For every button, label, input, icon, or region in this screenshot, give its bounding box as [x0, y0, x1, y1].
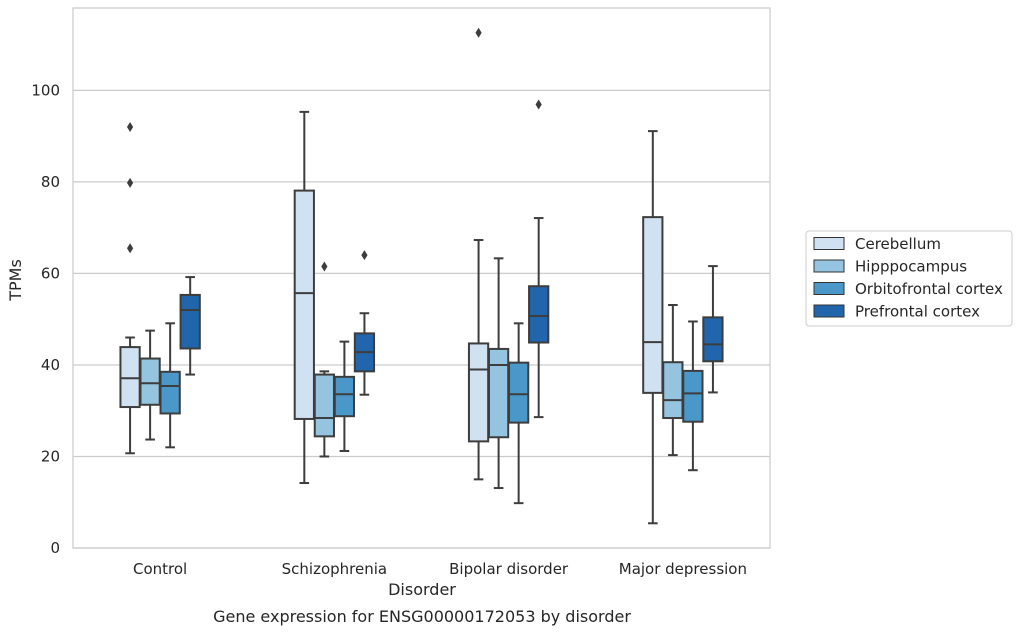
iqr-box [487, 347, 510, 439]
outlier-point [126, 243, 134, 254]
y-tick-labels: 0 20 40 60 80 100 [31, 81, 60, 557]
iqr-box [528, 285, 550, 344]
box-prefrontal-cortex-schizophrenia [353, 250, 376, 396]
iqr-box [467, 342, 490, 443]
x-tick-label-major-depression: Major depression [619, 560, 747, 578]
outlier-point [475, 27, 482, 38]
x-tick-labels: Control Schizophrenia Bipolar disorder Majo… [133, 560, 747, 578]
box-prefrontal-cortex-major-depression [702, 265, 724, 394]
legend-label-hipppocampus: Hipppocampus [855, 258, 967, 276]
legend-label-orbitofrontal-cortex: Orbitofrontal cortex [855, 280, 1003, 298]
iqr-box [508, 361, 530, 424]
iqr-box [293, 189, 315, 420]
x-axis-label: Disorder [388, 580, 456, 599]
iqr-box [333, 375, 356, 418]
iqr-box [682, 369, 704, 423]
chart-caption: Gene expression for ENSG00000172053 by d… [213, 607, 631, 626]
box-orbitofrontal-cortex-control [159, 322, 181, 449]
y-tick-label: 40 [41, 356, 60, 374]
y-tick-label: 20 [41, 447, 60, 465]
box-prefrontal-cortex-control [179, 276, 201, 376]
y-tick-label: 100 [31, 81, 60, 99]
legend-frame [805, 230, 1013, 327]
iqr-box [313, 373, 335, 438]
iqr-box [702, 316, 724, 363]
iqr-box [159, 370, 181, 415]
box-cerebellum-bipolar-disorder [467, 27, 490, 481]
y-gridlines [73, 89, 770, 549]
outlier-point [361, 250, 368, 261]
y-tick-label: 80 [41, 173, 60, 191]
box-cerebellum-major-depression [642, 130, 664, 525]
iqr-box [642, 216, 664, 394]
iqr-box [139, 357, 161, 406]
plot-area [72, 7, 771, 549]
box-hipppocampus-bipolar-disorder [487, 257, 510, 490]
x-tick-label-bipolar-disorder: Bipolar disorder [449, 560, 569, 578]
legend-swatch-hipppocampus [813, 259, 845, 273]
iqr-box [662, 361, 684, 420]
outlier-point [321, 261, 328, 272]
box-orbitofrontal-cortex-schizophrenia [333, 340, 356, 452]
x-tick-label-control: Control [133, 560, 187, 578]
box-hipppocampus-control [139, 329, 161, 441]
outlier-point [126, 177, 134, 188]
legend: Cerebellum Hipppocampus Orbitofrontal cort… [805, 230, 1013, 327]
outlier-point [126, 121, 134, 132]
box-prefrontal-cortex-bipolar-disorder [528, 99, 550, 419]
y-tick-label: 0 [50, 539, 60, 557]
box-orbitofrontal-cortex-major-depression [682, 320, 704, 472]
x-tick-label-schizophrenia: Schizophrenia [282, 560, 387, 578]
legend-label-prefrontal-cortex: Prefrontal cortex [855, 303, 980, 321]
iqr-box [119, 346, 141, 409]
y-tick-label: 60 [41, 264, 60, 282]
boxes [119, 27, 724, 525]
legend-swatch-prefrontal-cortex [813, 304, 845, 318]
iqr-box [179, 293, 201, 350]
box-cerebellum-schizophrenia [293, 110, 315, 485]
outlier-point [535, 99, 542, 110]
box-hipppocampus-schizophrenia [313, 261, 335, 458]
box-orbitofrontal-cortex-bipolar-disorder [508, 322, 530, 505]
y-axis-label: TPMs [6, 259, 25, 302]
box-hipppocampus-major-depression [662, 304, 684, 457]
legend-swatch-cerebellum [813, 237, 845, 250]
box-cerebellum-control [119, 121, 141, 455]
legend-swatch-orbitofrontal-cortex [813, 282, 845, 295]
legend-label-cerebellum: Cerebellum [855, 235, 941, 253]
